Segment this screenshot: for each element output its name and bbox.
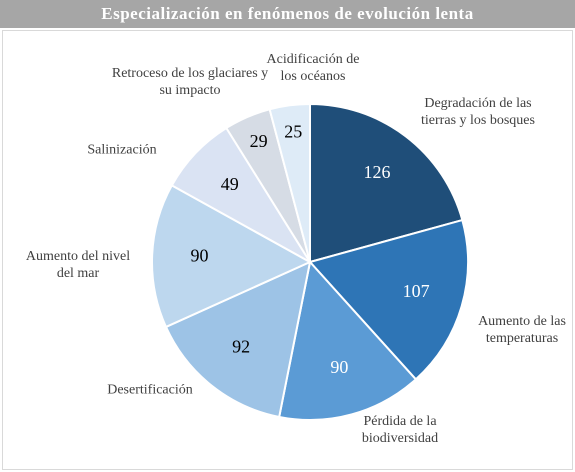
pie-slice — [268, 102, 311, 263]
category-label: Retroceso de los glaciares y su impacto — [111, 66, 269, 98]
category-label: Aumento del nivel del mar — [25, 249, 131, 281]
data-label: 107 — [403, 281, 430, 301]
data-label: 49 — [221, 174, 239, 194]
pie-slice — [308, 218, 469, 381]
data-label: 90 — [330, 357, 348, 377]
category-label: Pérdida de la biodiversidad — [361, 414, 439, 446]
category-label: Salinización — [87, 142, 157, 158]
data-label: 92 — [232, 337, 250, 357]
pie-slice — [164, 260, 312, 419]
data-label: 29 — [250, 131, 268, 151]
pie-slice — [151, 184, 313, 329]
category-label: Degradación de las tierras y los bosques — [421, 96, 535, 128]
data-label: 90 — [190, 246, 208, 266]
data-label: 25 — [284, 122, 302, 142]
plot-frame — [2, 30, 573, 470]
pie-slice — [309, 102, 464, 264]
category-label: Aumento de las temperaturas — [478, 314, 566, 346]
chart-title: Especialización en fenómenos de evolució… — [0, 0, 575, 28]
category-label: Desertificación — [107, 382, 193, 398]
category-label: Acidificación de los océanos — [266, 52, 360, 84]
pie-slice — [278, 259, 418, 421]
data-label: 126 — [364, 162, 391, 182]
